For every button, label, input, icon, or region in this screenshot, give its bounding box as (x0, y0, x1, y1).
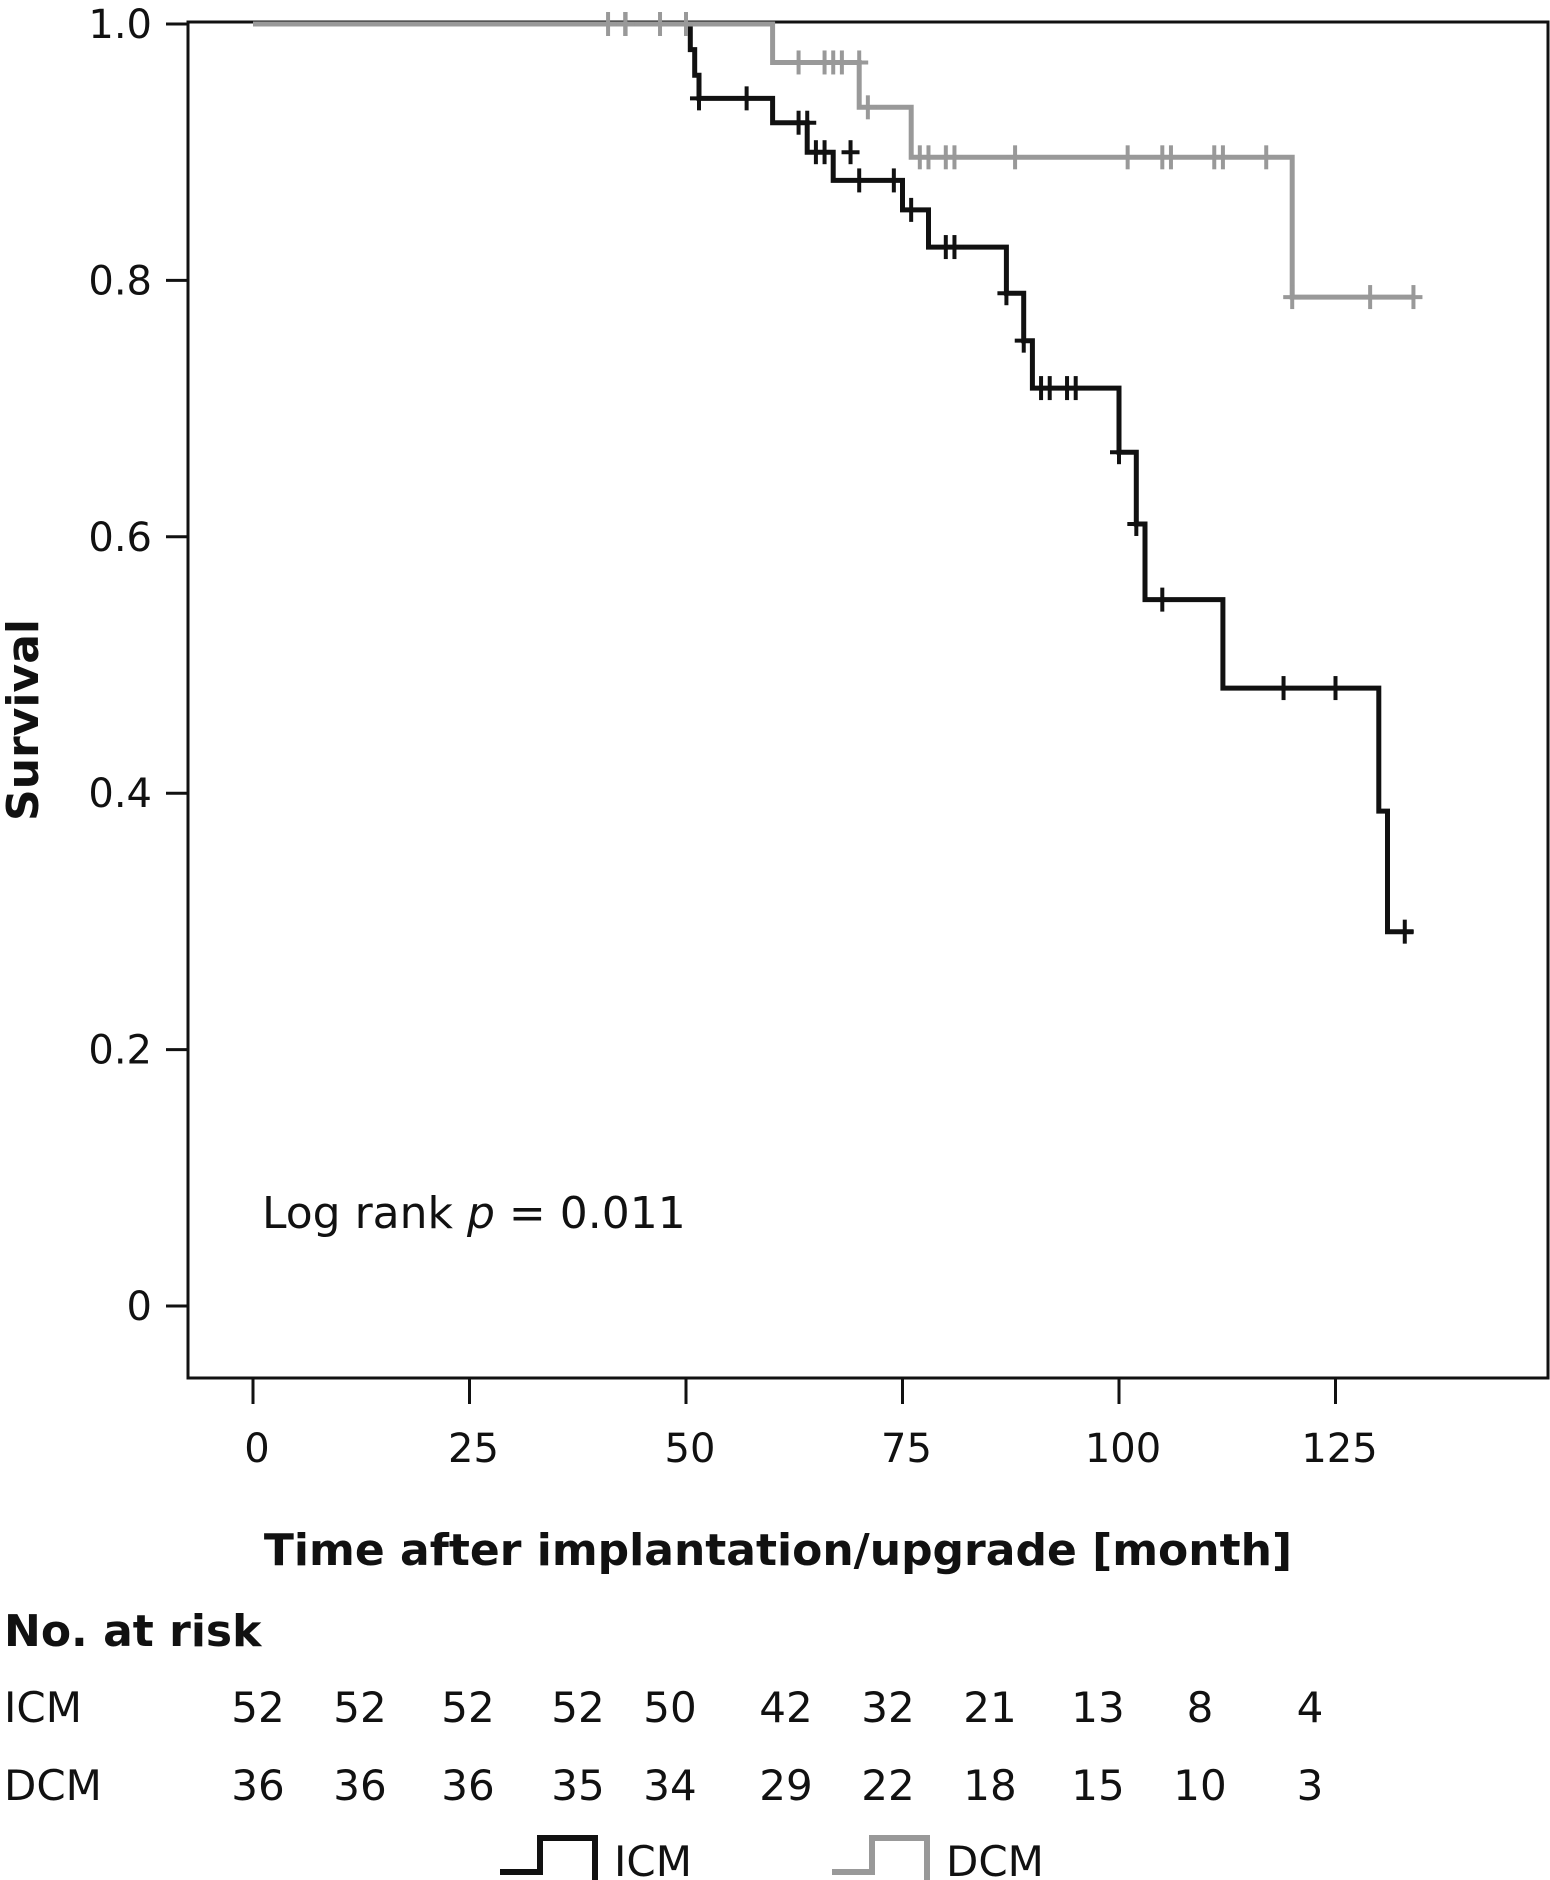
x-axis: 0 25 50 75 100 125 (244, 1378, 1378, 1472)
legend-icm-label: ICM (614, 1837, 692, 1880)
risk-value: 22 (861, 1761, 914, 1810)
x-tick-label: 50 (665, 1426, 716, 1472)
risk-row-label: DCM (4, 1761, 102, 1810)
risk-value: 29 (759, 1761, 812, 1810)
risk-value: 34 (643, 1761, 696, 1810)
risk-value: 52 (231, 1683, 284, 1732)
x-tick-label: 100 (1085, 1426, 1161, 1472)
legend-icm-swatch (500, 1835, 598, 1880)
risk-value: 42 (759, 1683, 812, 1732)
risk-value: 52 (333, 1683, 386, 1732)
y-tick-label: 0.6 (88, 515, 152, 561)
risk-value: 52 (551, 1683, 604, 1732)
risk-row-label: ICM (4, 1683, 82, 1732)
log-rank-annotation: Log rank p = 0.011 (262, 1188, 686, 1239)
risk-table: ICM 52 52 52 52 50 42 32 21 13 8 4 DCM 36 36 36 35 34 29 22… (4, 1683, 1323, 1810)
risk-value: 4 (1297, 1683, 1324, 1732)
log-rank-value: = 0.011 (495, 1188, 686, 1239)
x-tick-label: 25 (448, 1426, 499, 1472)
legend-dcm-label: DCM (946, 1837, 1044, 1880)
x-tick-label: 0 (244, 1426, 269, 1472)
y-axis: 0 0.2 0.4 0.6 0.8 1.0 (88, 2, 188, 1330)
y-tick-label: 0.8 (88, 258, 152, 304)
dcm-curve (253, 21, 1414, 300)
y-tick-label: 0 (127, 1284, 152, 1330)
risk-value: 35 (551, 1761, 604, 1810)
series-layer (253, 12, 1423, 944)
risk-value: 18 (963, 1761, 1016, 1810)
log-rank-p: p (466, 1188, 495, 1239)
legend-dcm-swatch (832, 1835, 930, 1880)
x-tick-label: 125 (1301, 1426, 1377, 1472)
risk-value: 10 (1173, 1761, 1226, 1810)
risk-value: 36 (441, 1761, 494, 1810)
risk-value: 21 (963, 1683, 1016, 1732)
risk-value: 52 (441, 1683, 494, 1732)
risk-table-title: No. at risk (4, 1606, 263, 1657)
risk-value: 13 (1071, 1683, 1124, 1732)
risk-value: 36 (333, 1761, 386, 1810)
risk-value: 32 (861, 1683, 914, 1732)
plot-frame (186, 20, 1550, 1380)
log-rank-prefix: Log rank (262, 1188, 467, 1239)
x-tick-label: 75 (881, 1426, 932, 1472)
risk-value: 15 (1071, 1761, 1124, 1810)
y-tick-label: 0.2 (88, 1028, 152, 1074)
y-axis-title: Survival (0, 619, 49, 821)
risk-value: 3 (1297, 1761, 1324, 1810)
risk-value: 36 (231, 1761, 284, 1810)
y-tick-label: 1.0 (88, 2, 152, 48)
y-tick-label: 0.4 (88, 771, 152, 817)
legend: ICM DCM (500, 1835, 1044, 1880)
x-axis-title: Time after implantation/upgrade [month] (264, 1525, 1292, 1576)
risk-value: 8 (1187, 1683, 1214, 1732)
risk-value: 50 (643, 1683, 696, 1732)
icm-curve (253, 21, 1414, 935)
